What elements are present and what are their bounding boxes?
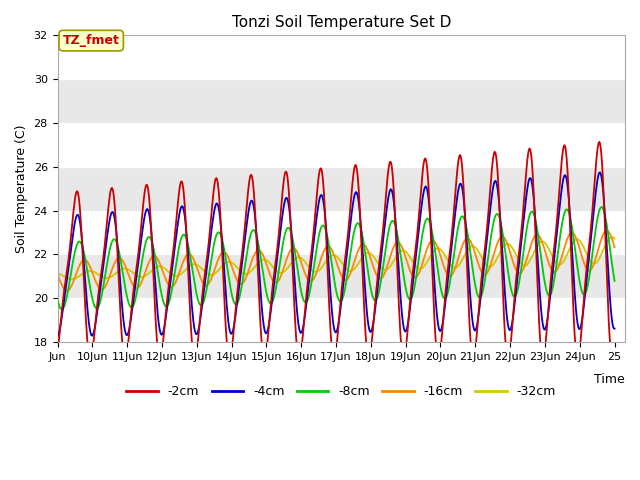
Legend: -2cm, -4cm, -8cm, -16cm, -32cm: -2cm, -4cm, -8cm, -16cm, -32cm — [122, 380, 561, 403]
Text: TZ_fmet: TZ_fmet — [63, 34, 120, 47]
Bar — [58, 211, 625, 254]
Bar — [58, 254, 625, 298]
Text: Time: Time — [595, 372, 625, 385]
Bar — [58, 167, 625, 211]
Bar — [58, 123, 625, 167]
Title: Tonzi Soil Temperature Set D: Tonzi Soil Temperature Set D — [232, 15, 451, 30]
Y-axis label: Soil Temperature (C): Soil Temperature (C) — [15, 124, 28, 253]
Bar — [58, 79, 625, 123]
Bar — [58, 298, 625, 342]
Bar — [58, 36, 625, 79]
